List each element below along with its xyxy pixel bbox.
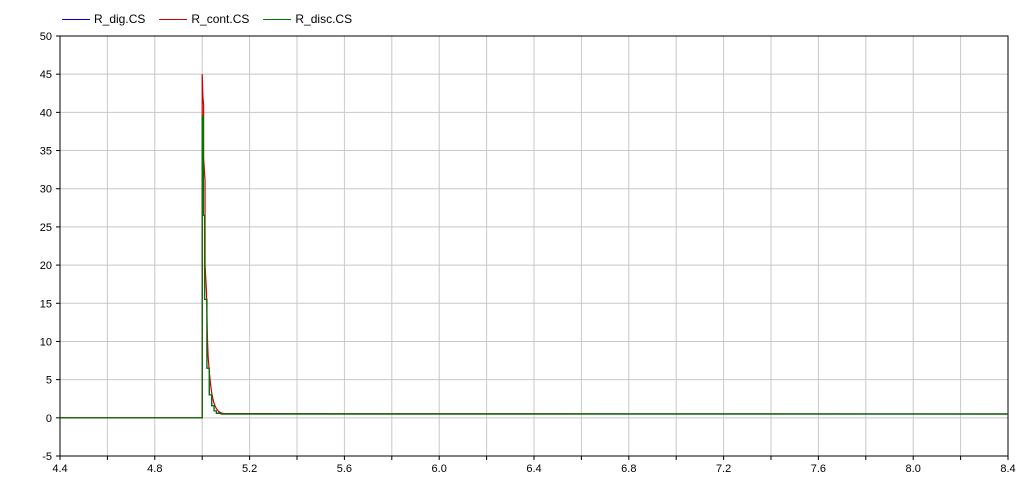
y-tick-label: 35 bbox=[40, 146, 52, 158]
x-tick-label: 4.4 bbox=[52, 463, 67, 475]
x-tick-label: 7.2 bbox=[716, 463, 731, 475]
x-tick-label: 5.6 bbox=[337, 463, 352, 475]
x-tick-label: 6.4 bbox=[526, 463, 541, 475]
y-tick-label: 30 bbox=[40, 184, 52, 196]
legend-label: R_dig.CS bbox=[94, 12, 146, 26]
plot-frame bbox=[59, 35, 1009, 457]
x-tick-label: 8.4 bbox=[1000, 463, 1015, 475]
y-tick-label: -5 bbox=[42, 451, 52, 463]
legend-item: R_cont.CS bbox=[159, 12, 249, 26]
y-tick-label: 40 bbox=[40, 107, 52, 119]
legend-swatch bbox=[159, 18, 188, 20]
y-tick-label: 0 bbox=[46, 413, 52, 425]
y-tick-label: 20 bbox=[40, 260, 52, 272]
y-tick-label: 15 bbox=[40, 298, 52, 310]
x-tick-label: 6.0 bbox=[432, 463, 447, 475]
legend-label: R_cont.CS bbox=[191, 12, 250, 26]
x-tick-label: 7.6 bbox=[811, 463, 826, 475]
x-tick-label: 4.8 bbox=[147, 463, 162, 475]
series-lines bbox=[60, 74, 1009, 419]
series-line-r-disc-cs bbox=[60, 115, 1008, 419]
x-tick-label: 8.0 bbox=[906, 463, 921, 475]
y-tick-label: 45 bbox=[40, 69, 52, 81]
y-tick-label: 5 bbox=[46, 375, 52, 387]
x-tick-label: 6.8 bbox=[621, 463, 636, 475]
y-tick-label: 50 bbox=[40, 31, 52, 43]
legend-swatch bbox=[263, 18, 292, 20]
axes: 4.4 4.8 5.2 5.6 6.0 6.4 6.8 7.2 7.6 8.0 8.4 -5 0 5 10 1… bbox=[40, 31, 1016, 475]
x-tick-label: 5.2 bbox=[242, 463, 257, 475]
y-tick-label: 10 bbox=[40, 336, 52, 348]
legend-swatch bbox=[62, 18, 90, 20]
legend-item: R_disc.CS bbox=[263, 12, 352, 26]
legend: R_dig.CS R_cont.CS R_disc.CS bbox=[62, 12, 352, 26]
legend-label: R_disc.CS bbox=[295, 12, 353, 26]
y-tick-label: 25 bbox=[40, 222, 52, 234]
legend-item: R_dig.CS bbox=[62, 12, 145, 26]
